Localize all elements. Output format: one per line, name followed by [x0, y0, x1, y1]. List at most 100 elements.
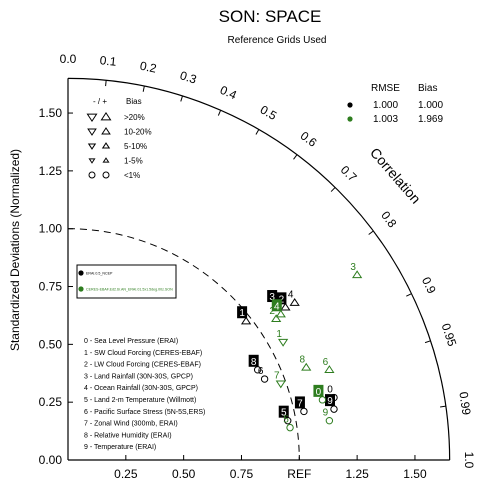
- variable-list-item: 0 - Sea Level Pressure (ERAI): [84, 338, 178, 345]
- outer-arc: [67, 77, 451, 461]
- bias-legend-label: >20%: [124, 113, 145, 122]
- corr-tick: [293, 154, 298, 160]
- corr-tick: [217, 110, 222, 116]
- variable-list-item: 1 - SW Cloud Forcing (CERES-EBAF): [84, 350, 202, 357]
- data-point-marker: [352, 270, 363, 279]
- corr-tick-label: 0.4: [218, 83, 239, 103]
- bias-legend-marker-plus: [101, 142, 111, 149]
- data-point-marker: [277, 338, 289, 347]
- x-tick-label: 0.25: [114, 467, 138, 481]
- x-tick-label: 1.25: [345, 467, 369, 481]
- data-point-label: 3: [350, 262, 356, 273]
- data-point-label: 7: [297, 398, 303, 409]
- variable-list-item: 8 - Relative Humidity (ERAI): [84, 432, 172, 439]
- corr-tick: [180, 95, 183, 102]
- case-name-dot: [78, 270, 84, 276]
- data-point-label: 0: [327, 385, 333, 396]
- data-point-label: 0: [316, 387, 322, 398]
- case-legend-bias: 1.000: [418, 100, 443, 111]
- bias-legend-marker-plus: [102, 171, 110, 179]
- data-point-label: 1: [276, 329, 282, 340]
- corr-tick: [440, 405, 446, 408]
- case-legend-bias: 1.969: [418, 114, 443, 125]
- data-point-label: 8: [251, 357, 257, 368]
- case-name-label: CERES-EBAF.Ed2.6r.AN_ERAI.01.5x1.5deg.00…: [86, 288, 173, 292]
- corr-tick-label: 0.5: [258, 103, 280, 124]
- chart-title: SON: SPACE: [219, 7, 322, 26]
- case-legend-header-rmse: RMSE: [371, 83, 400, 94]
- data-point-label: 2: [269, 306, 275, 317]
- bias-legend-label: <1%: [124, 171, 140, 180]
- bias-legend-marker-plus: [102, 157, 110, 163]
- case-names-box: [76, 264, 177, 299]
- case-legend-dot: [347, 116, 353, 122]
- data-point-marker: [260, 375, 269, 383]
- data-point-label-box: [313, 384, 324, 397]
- corr-tick-label: 0.0: [60, 52, 77, 66]
- data-point-label-box: [278, 405, 289, 418]
- corr-tick-label: 0.99: [456, 391, 473, 416]
- corr-tick-label: 1.0: [462, 452, 476, 469]
- bias-legend-marker-minus: [88, 171, 96, 179]
- data-point-label: 5: [283, 415, 289, 426]
- corr-tick: [255, 129, 260, 135]
- y-tick-label: 1.00: [39, 222, 63, 236]
- case-legend-rmse: 1.003: [373, 114, 398, 125]
- data-point-label: 8: [299, 354, 305, 365]
- case-legend-header-bias: Bias: [418, 83, 437, 94]
- data-point-label: 9: [327, 396, 333, 407]
- case-name-label: ERAI.0.5_NCEP: [86, 272, 113, 276]
- variable-list-item: 7 - Zonal Wind (300mb, ERAI): [84, 421, 178, 428]
- data-point-label-box: [276, 292, 287, 305]
- data-point-label: 6: [323, 357, 329, 368]
- variable-list-item: 5 - Land 2-m Temperature (Willmott): [84, 397, 196, 404]
- bias-legend-label: 5-10%: [124, 142, 147, 151]
- data-point-label-box: [267, 290, 278, 303]
- data-point-label: 4: [288, 290, 294, 301]
- case-name-dot: [78, 286, 84, 292]
- bias-legend-marker-minus: [87, 143, 97, 150]
- bias-legend-marker-minus: [87, 128, 97, 136]
- variable-list-item: 4 - Ocean Rainfall (30N-30S, GPCP): [84, 385, 198, 392]
- bias-legend-marker-plus: [100, 111, 112, 121]
- corr-tick: [424, 340, 431, 344]
- bias-legend-marker-minus: [86, 113, 98, 123]
- data-point-marker: [325, 416, 334, 425]
- data-point-marker: [240, 316, 252, 325]
- reference-arc: [67, 228, 300, 461]
- y-tick-label: 0.50: [39, 337, 63, 351]
- bias-legend-label: 10-20%: [124, 128, 152, 137]
- corr-tick: [406, 293, 412, 297]
- bias-legend-sign-header: - / +: [93, 97, 107, 106]
- y-tick-label: 1.25: [39, 164, 63, 178]
- x-tick-label: 0.50: [172, 467, 196, 481]
- bias-legend-header: Bias: [126, 97, 142, 106]
- data-point-marker: [275, 309, 286, 318]
- corr-tick-label: 0.95: [439, 322, 460, 349]
- corr-tick-label: 0.6: [298, 129, 320, 150]
- corr-tick: [330, 187, 336, 192]
- data-point-label-box: [271, 299, 282, 312]
- data-point-label-box: [248, 354, 259, 367]
- corr-tick-label: 0.9: [419, 275, 439, 296]
- variable-list-item: 9 - Temperature (ERAI): [84, 444, 156, 451]
- y-tick-label: 0.75: [39, 280, 63, 294]
- plot-area: 0.25 0.50 0.75 1.25 1.50REF0.000.250.500.751…: [39, 52, 476, 481]
- variable-list-item: 3 - Land Rainfall (30N-30S, GPCP): [84, 373, 193, 380]
- bias-legend-marker-minus: [88, 158, 96, 164]
- data-point-marker: [301, 362, 312, 371]
- y-tick-label: 1.50: [39, 106, 63, 120]
- variable-list-item: 6 - Pacific Surface Stress (5N-5S,ERS): [84, 409, 205, 416]
- data-point-label: 9: [323, 408, 329, 419]
- corr-tick-label: 0.7: [338, 163, 360, 185]
- bias-legend-label: 1-5%: [124, 157, 143, 166]
- data-point-label: 5: [281, 408, 287, 419]
- x-tick-label: 0.75: [230, 467, 254, 481]
- y-axis-label: Standardized Deviations (Normalized): [8, 149, 22, 351]
- corr-tick: [142, 85, 145, 92]
- data-point-label: 7: [274, 371, 280, 382]
- data-point-marker: [324, 365, 335, 373]
- data-point-label: 4: [274, 301, 280, 312]
- data-point-label-box: [324, 394, 335, 407]
